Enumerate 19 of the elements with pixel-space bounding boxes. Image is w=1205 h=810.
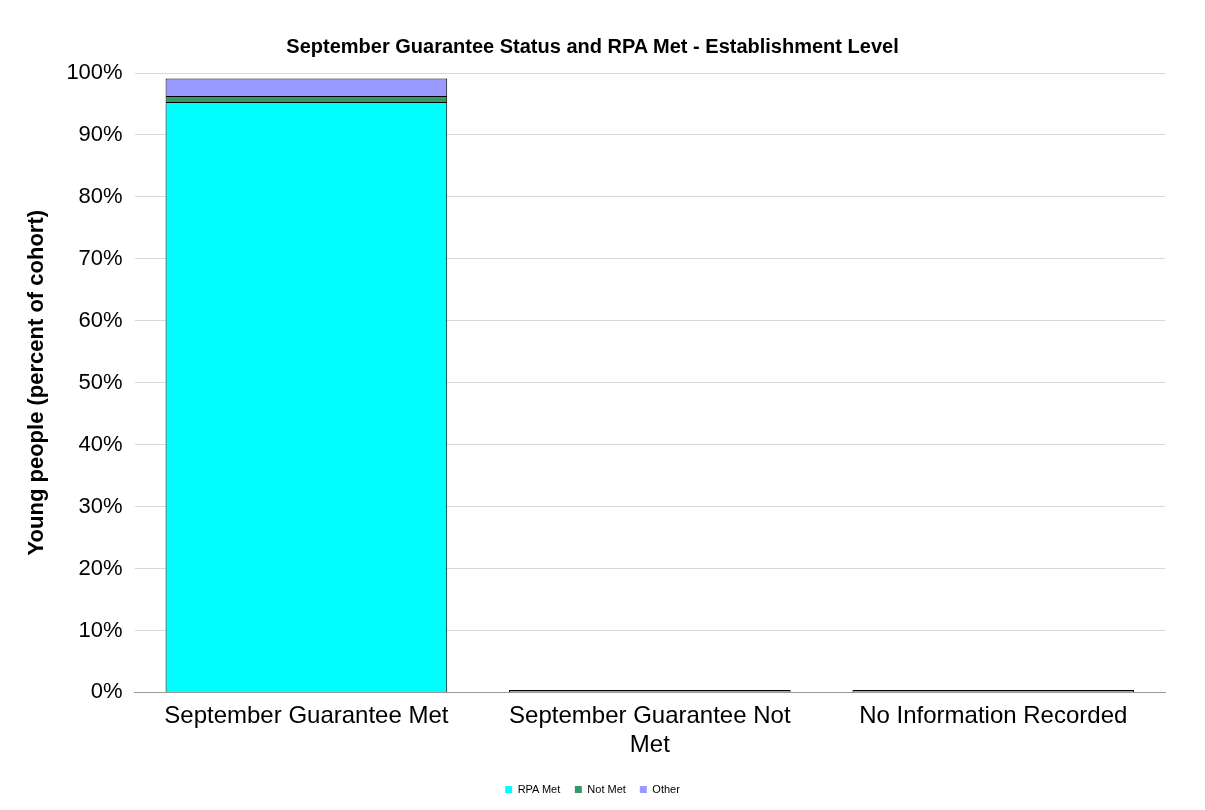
chart-title: September Guarantee Status and RPA Met - Establishment Level: [286, 34, 899, 57]
y-tick-label: 70%: [78, 244, 123, 270]
y-tick-label: 100%: [66, 59, 123, 85]
x-tick-label: No Information Recorded: [859, 701, 1128, 729]
y-tick-label: 50%: [78, 368, 123, 394]
y-tick-label: 40%: [78, 430, 123, 456]
y-axis-title: Young people (percent of cohort): [23, 209, 49, 556]
y-tick-label: 30%: [78, 492, 123, 518]
y-tick-label: 60%: [78, 306, 123, 332]
legend-label: RPA Met: [517, 782, 561, 795]
y-tick-label: 80%: [78, 182, 123, 208]
x-tick-label: September Guarantee Met: [164, 701, 449, 729]
y-tick-label: 0%: [90, 678, 123, 704]
y-tick-label: 20%: [78, 554, 123, 580]
legend-label: Other: [652, 782, 681, 795]
y-tick-label: 90%: [78, 121, 123, 146]
y-tick-label: 10%: [78, 616, 123, 642]
legend-label: Not Met: [587, 782, 626, 795]
x-tick-label: September Guarantee Not Met: [509, 701, 791, 758]
